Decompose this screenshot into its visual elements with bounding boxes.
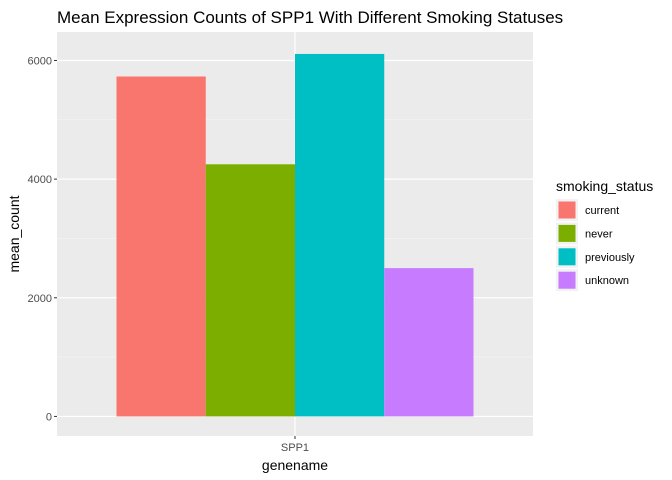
x-tick-label: SPP1 xyxy=(281,442,309,454)
legend-label: never xyxy=(585,228,613,240)
legend: smoking_status current never previously unk… xyxy=(556,178,653,292)
legend-swatch xyxy=(558,201,576,219)
legend-label: previously xyxy=(585,252,635,264)
y-axis: 0 2000 4000 6000 xyxy=(28,55,57,423)
legend-item-current: current xyxy=(556,199,619,221)
legend-item-never: never xyxy=(556,222,613,245)
bars xyxy=(116,53,474,417)
legend-swatch xyxy=(558,248,576,266)
y-tick-label: 0 xyxy=(46,411,52,423)
legend-label: unknown xyxy=(585,275,629,287)
legend-item-previously: previously xyxy=(556,245,635,268)
legend-swatch xyxy=(558,271,576,289)
bar-unknown xyxy=(384,268,474,417)
legend-swatch xyxy=(558,224,576,242)
y-tick-label: 2000 xyxy=(28,293,52,305)
bar-previously xyxy=(295,53,385,417)
legend-item-unknown: unknown xyxy=(556,269,629,292)
y-axis-title: mean_count xyxy=(6,195,22,272)
legend-label: current xyxy=(585,205,619,217)
x-axis-title: genename xyxy=(262,457,328,473)
bar-never xyxy=(205,164,295,417)
legend-items: current never previously unknown xyxy=(556,199,635,292)
chart-title: Mean Expression Counts of SPP1 With Diff… xyxy=(57,8,563,27)
x-axis: SPP1 xyxy=(281,436,309,454)
bar-current xyxy=(116,76,206,417)
y-tick-label: 4000 xyxy=(28,174,52,186)
y-tick-label: 6000 xyxy=(28,55,52,67)
legend-title: smoking_status xyxy=(556,178,653,194)
